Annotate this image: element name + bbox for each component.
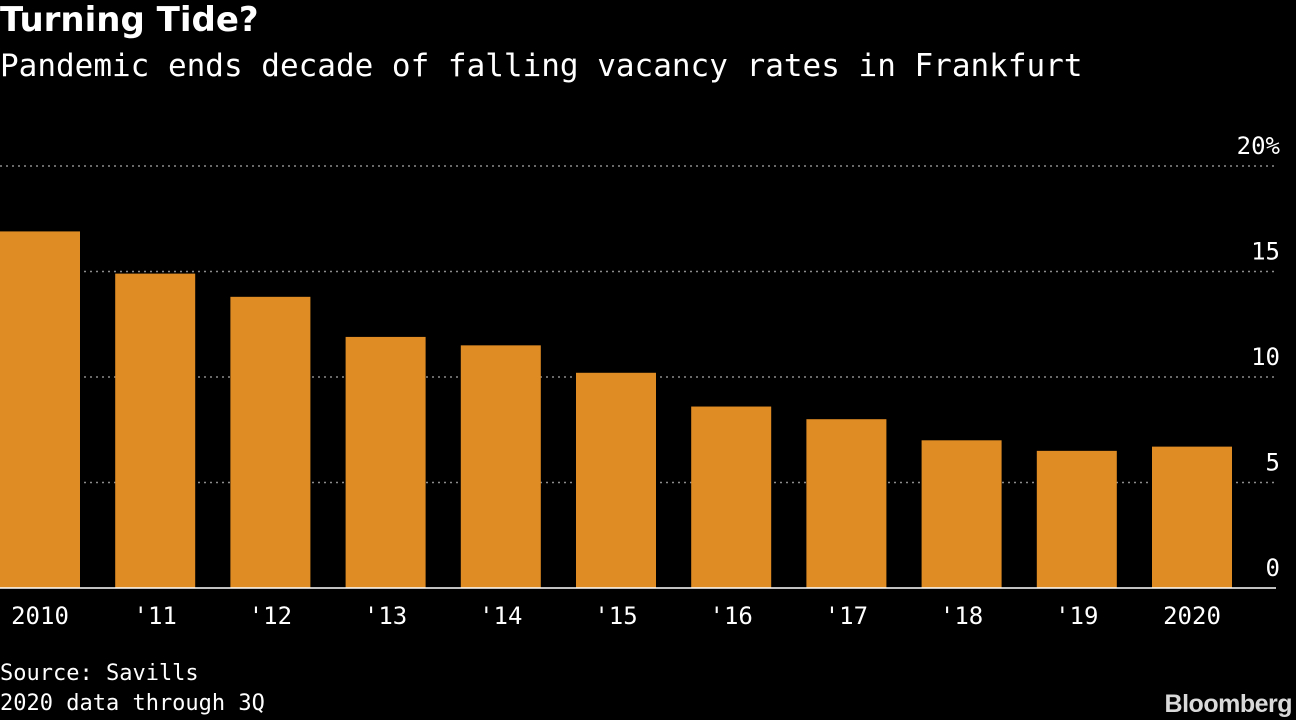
- source-note: Source: Savills: [0, 661, 199, 686]
- x-tick-label: '18: [940, 602, 983, 630]
- bar: [921, 440, 1002, 588]
- x-tick-label: '13: [364, 602, 407, 630]
- bar: [460, 345, 541, 588]
- y-tick-label: 10: [1251, 343, 1280, 371]
- x-tick-label: '11: [134, 602, 177, 630]
- bar: [691, 406, 772, 588]
- x-tick-label: '12: [249, 602, 292, 630]
- chart-title: Turning Tide?: [0, 0, 259, 40]
- y-axis-ticks: 0 5 10 15 20%: [1237, 132, 1281, 582]
- bar: [0, 231, 80, 588]
- y-tick-label: 0: [1266, 554, 1280, 582]
- y-tick-label: 15: [1251, 238, 1280, 266]
- bar: [806, 419, 887, 588]
- bar: [1036, 450, 1117, 588]
- bar: [115, 273, 196, 588]
- bar: [576, 372, 656, 588]
- bar: [1152, 446, 1232, 588]
- x-tick-label: '16: [710, 602, 753, 630]
- y-tick-label: 5: [1266, 449, 1280, 477]
- x-tick-label: '17: [825, 602, 868, 630]
- data-note: 2020 data through 3Q: [0, 691, 265, 716]
- bar: [230, 296, 311, 588]
- bloomberg-logo: Bloomberg: [1164, 690, 1293, 718]
- x-tick-label: '19: [1055, 602, 1098, 630]
- bar: [345, 336, 426, 588]
- chart-subtitle: Pandemic ends decade of falling vacancy …: [0, 48, 1083, 84]
- y-tick-label: 20%: [1237, 132, 1281, 160]
- x-tick-label: 2010: [11, 602, 69, 630]
- x-tick-label: '15: [594, 602, 637, 630]
- x-axis-ticks: 2010 '11 '12 '13 '14 '15 '16 '17 '18 '19 2020: [11, 602, 1221, 630]
- x-tick-label: '14: [479, 602, 522, 630]
- bars: [0, 231, 1232, 588]
- x-tick-label: 2020: [1163, 602, 1221, 630]
